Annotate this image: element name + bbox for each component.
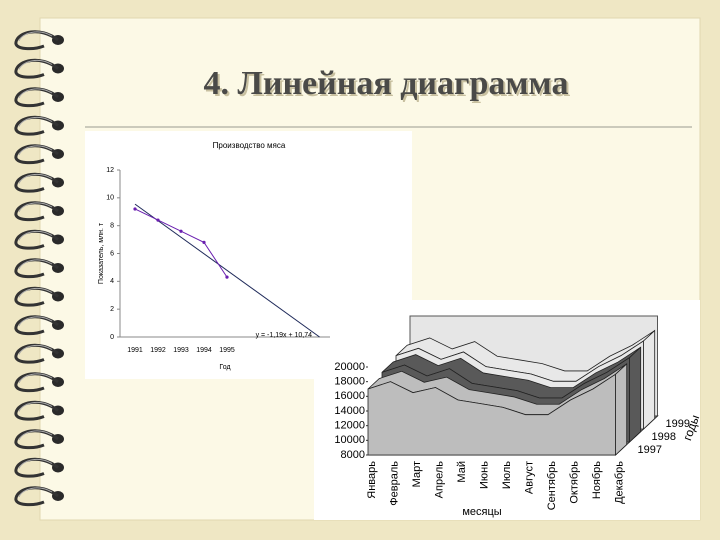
ring-shine [18,31,53,42]
slide-title: 4. Линейная диаграмма [204,65,569,102]
y-tick-label: 12 [106,167,114,174]
point [202,240,206,244]
ring-shine [18,487,53,498]
y-tick-label: 16000 [334,390,365,402]
y-axis-label: Показатель, млн. т [98,222,105,284]
area-side [629,346,642,443]
y-tick-label: 14000 [334,405,365,417]
y-tick-label: 20000 [334,361,365,373]
x-tick-label: Июнь [478,461,490,489]
area-side [643,329,656,430]
x-axis-label: месяцы [462,506,501,518]
spiral-binding [14,30,64,507]
y-tick-label: 4 [110,278,114,285]
chart-area3d: 8000100001200014000160001800020000199919… [334,315,702,518]
x-tick-label: Ноябрь [591,461,603,499]
x-tick-label: 1993 [173,347,189,354]
trendline [134,203,320,338]
ring-shine [18,316,53,327]
x-tick-label: 1992 [150,347,166,354]
y-tick-label: 8 [110,223,114,230]
y-tick-label: 10000 [334,434,365,446]
x-tick-label: Январь [366,461,378,499]
y-tick-label: 8000 [341,449,365,461]
point [133,207,137,211]
x-tick-label: Май [456,461,468,483]
ring-shine [18,230,53,241]
x-tick-label: Март [411,461,423,487]
ring-shine [18,116,53,127]
x-tick-label: Сентябрь [546,461,558,511]
area-side [615,363,628,456]
y-tick-label: 0 [110,334,114,341]
ring-shine [18,430,53,441]
x-tick-label: 1991 [127,347,143,354]
ring-shine [18,401,53,412]
trendline-equation: y = -1,19x + 10,74 [256,332,313,339]
y-tick-label: 6 [110,250,114,257]
ring-shine [18,202,53,213]
x-axis-label: Год [219,364,230,371]
legend-label: 1997 [638,444,662,456]
x-tick-label: Февраль [388,461,400,506]
point [156,218,160,222]
ring-shine [18,59,53,70]
ring-shine [18,287,53,298]
ring-shine [18,145,53,156]
x-tick-label: Июль [501,461,513,489]
ring-shine [18,373,53,384]
ring-shine [18,259,53,270]
legend-label: 1999 [666,418,690,430]
chart-title: Производство мяса [213,141,286,150]
x-tick-label: Август [523,461,535,494]
x-tick-label: 1994 [196,347,212,354]
ring-shine [18,344,53,355]
ring-shine [18,88,53,99]
y-tick-label: 2 [110,306,114,313]
x-tick-label: 1995 [219,347,235,354]
y-tick-label: 12000 [334,420,365,432]
point [225,275,229,279]
chart-line: Производство мяса Показатель, млн. т Год 0 2… [98,141,330,371]
point [179,229,183,233]
x-tick-label: Октябрь [568,461,580,504]
y-tick-label: 18000 [334,376,365,388]
x-tick-label: Апрель [433,461,445,499]
title-shadow: 4. Линейная диаграмма [206,67,571,104]
legend-label: 1998 [652,431,676,443]
y-tick-label: 10 [106,195,114,202]
ring-shine [18,458,53,469]
ring-shine [18,173,53,184]
x-tick-label: Декабрь [613,461,625,504]
